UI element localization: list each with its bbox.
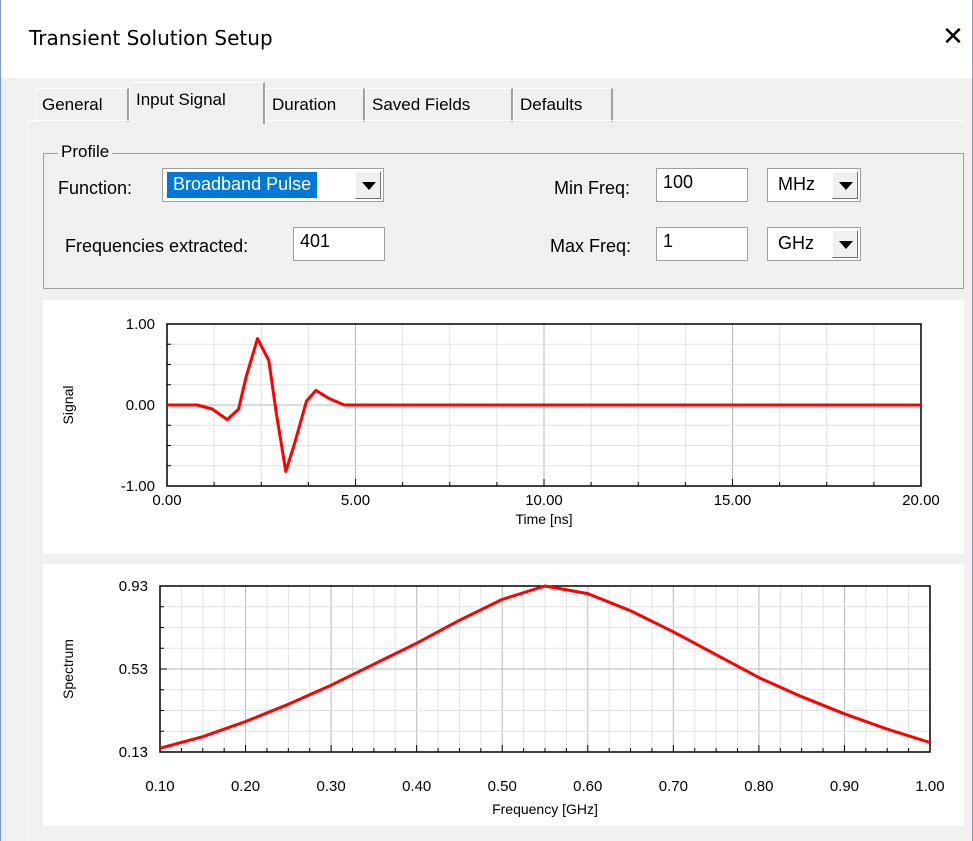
x-tick-label: 0.50 <box>488 778 517 795</box>
x-tick-label: 0.10 <box>145 778 174 795</box>
spectrum-chart-panel: 0.10 0.20 0.30 0.40 0.50 0.60 0.70 0.80 0.90 1.00… <box>43 564 964 826</box>
x-tick-label: 0.20 <box>231 778 260 795</box>
x-tick-label: 0.80 <box>744 778 773 795</box>
x-tick-label: 0.60 <box>573 778 602 795</box>
y-axis-label: Signal <box>60 386 76 425</box>
y-tick-label: -1.00 <box>121 478 155 495</box>
x-tick-label: 0.30 <box>317 778 346 795</box>
x-tick-label: 0.40 <box>402 778 431 795</box>
x-tick-label: 0.00 <box>152 492 181 509</box>
function-label: Function: <box>58 178 133 198</box>
chevron-down-icon[interactable] <box>832 171 858 199</box>
y-tick-label: 0.93 <box>119 578 148 595</box>
y-axis-label: Spectrum <box>60 639 76 699</box>
close-icon[interactable]: ✕ <box>942 22 964 52</box>
min-freq-input[interactable]: 100 <box>656 168 748 202</box>
tab-general[interactable]: General <box>35 88 129 122</box>
frequencies-extracted-input[interactable]: 401 <box>293 227 385 261</box>
chevron-down-icon[interactable] <box>832 230 858 258</box>
x-tick-label: 0.70 <box>659 778 688 795</box>
y-tick-label: 0.00 <box>126 397 155 414</box>
chevron-down-icon[interactable] <box>355 171 381 199</box>
tab-panel-input-signal <box>27 120 964 841</box>
tab-input-signal[interactable]: Input Signal <box>129 82 265 124</box>
function-select-value: Broadband Pulse <box>167 172 318 198</box>
profile-legend: Profile <box>58 142 113 162</box>
max-freq-unit-value: GHz <box>778 233 814 253</box>
signal-chart-panel: 0.00 5.00 10.00 15.00 20.00 1.00 0.00 -1.00 Time… <box>43 300 964 554</box>
x-tick-label: 20.00 <box>902 492 940 509</box>
profile-groupbox <box>43 153 964 289</box>
x-axis-label: Frequency [GHz] <box>492 801 598 817</box>
max-freq-label: Max Freq: <box>550 236 632 256</box>
min-freq-label: Min Freq: <box>554 178 631 198</box>
x-tick-label: 5.00 <box>341 492 370 509</box>
signal-chart: 0.00 5.00 10.00 15.00 20.001.000.00-1.00Time… <box>60 316 940 527</box>
tab-duration[interactable]: Duration <box>265 88 365 122</box>
y-tick-label: 0.13 <box>119 744 148 761</box>
window-title: Transient Solution Setup <box>29 26 273 50</box>
min-freq-unit-select[interactable]: MHz <box>767 168 861 202</box>
x-tick-label: 1.00 <box>915 778 944 795</box>
tab-strip: General Input Signal Duration Saved Fiel… <box>25 82 965 124</box>
y-tick-label: 1.00 <box>126 316 155 333</box>
x-tick-label: 0.90 <box>830 778 859 795</box>
min-freq-unit-value: MHz <box>778 174 815 194</box>
x-tick-label: 15.00 <box>714 492 752 509</box>
max-freq-input[interactable]: 1 <box>656 227 748 261</box>
x-axis-label: Time [ns] <box>515 511 572 527</box>
spectrum-chart: 0.10 0.20 0.30 0.40 0.50 0.60 0.70 0.80 0.90 1.00… <box>60 578 945 817</box>
max-freq-unit-select[interactable]: GHz <box>767 227 861 261</box>
y-tick-label: 0.53 <box>119 661 148 678</box>
title-bar: Transient Solution Setup ✕ <box>1 0 972 78</box>
tab-defaults[interactable]: Defaults <box>513 88 613 122</box>
x-tick-label: 10.00 <box>525 492 563 509</box>
function-select[interactable]: Broadband Pulse <box>162 168 384 202</box>
tab-saved-fields[interactable]: Saved Fields <box>365 88 513 122</box>
frequencies-extracted-label: Frequencies extracted: <box>65 236 249 256</box>
